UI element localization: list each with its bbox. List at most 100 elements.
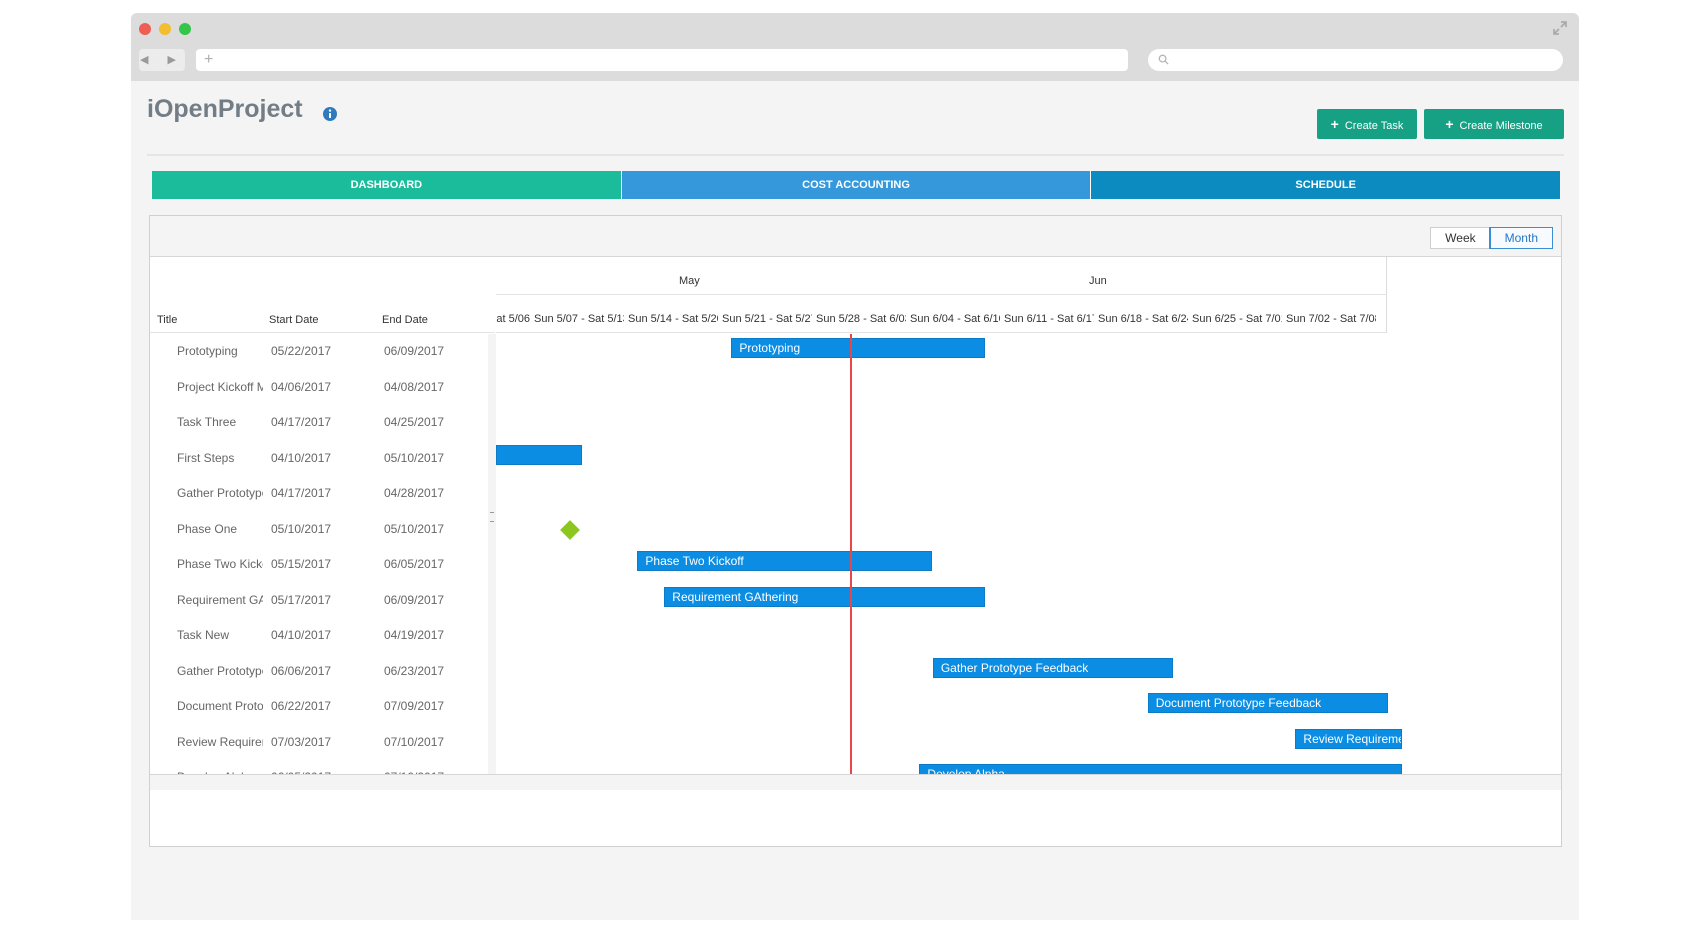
task-bar[interactable]: Requirement GAthering bbox=[664, 586, 986, 607]
task-bar[interactable]: Prototyping bbox=[731, 338, 986, 358]
task-title-cell: Task Three bbox=[177, 415, 237, 429]
header-divider bbox=[147, 154, 1564, 156]
search-icon bbox=[1158, 54, 1169, 65]
table-row[interactable]: Gather Prototype Feedback 06/06/2017 06/23… bbox=[150, 654, 495, 689]
start-date-cell: 05/10/2017 bbox=[271, 521, 332, 536]
end-date-cell: 06/09/2017 bbox=[384, 344, 445, 358]
today-marker bbox=[850, 334, 852, 774]
table-row[interactable]: Gather Prototype Requirements 04/17/2017 0… bbox=[150, 476, 495, 511]
table-row[interactable]: Document Prototype Feedback 06/22/2017 07/… bbox=[150, 689, 495, 724]
gantt-toolbar: Week Month bbox=[150, 216, 1561, 257]
task-title-cell: Gather Prototype Requirements bbox=[177, 486, 263, 500]
column-header-start-date[interactable]: Start Date bbox=[269, 314, 319, 326]
start-date-cell: 04/17/2017 bbox=[271, 415, 332, 429]
header-scroll-gutter bbox=[1386, 257, 1444, 333]
task-title-cell: Requirement GAthering bbox=[177, 592, 263, 607]
table-row[interactable]: Prototyping 05/22/2017 06/09/2017 bbox=[150, 334, 495, 369]
create-milestone-button[interactable]: + Create Milestone bbox=[1424, 109, 1564, 139]
end-date-cell: 07/10/2017 bbox=[384, 734, 445, 749]
table-row[interactable]: Review Requirements 07/03/2017 07/10/2017 bbox=[150, 725, 495, 760]
browser-titlebar: ◀ ▶ + bbox=[131, 13, 1579, 81]
start-date-cell: 04/06/2017 bbox=[271, 379, 332, 394]
browser-search-bar[interactable] bbox=[1148, 49, 1563, 71]
week-label: Sun 6/04 - Sat 6/10 bbox=[910, 313, 1000, 325]
start-date-cell: 04/10/2017 bbox=[271, 450, 332, 465]
zoom-week-button[interactable]: Week bbox=[1445, 231, 1476, 245]
week-label: Sun 6/11 - Sat 6/17 bbox=[1004, 313, 1094, 325]
new-tab-icon[interactable]: + bbox=[204, 51, 214, 68]
task-bar[interactable] bbox=[496, 444, 583, 465]
start-date-cell: 06/22/2017 bbox=[271, 699, 332, 713]
task-title-cell: Phase Two Kickoff bbox=[177, 557, 263, 571]
app-container: iOpenProject + Create Task + Create Milest… bbox=[131, 81, 1579, 920]
grid-header: Title Start Date End Date bbox=[150, 257, 495, 333]
table-row[interactable]: Requirement GAthering 05/17/2017 06/09/201… bbox=[150, 583, 495, 618]
table-row[interactable]: Task New 04/10/2017 04/19/2017 bbox=[150, 618, 495, 653]
horizontal-scrollbar[interactable] bbox=[150, 774, 1561, 790]
address-bar[interactable]: + bbox=[196, 49, 1128, 71]
create-task-label: Create Task bbox=[1344, 120, 1404, 132]
column-header-end-date[interactable]: End Date bbox=[382, 314, 428, 326]
month-scale: May Jun bbox=[496, 257, 1386, 295]
task-title-cell: Prototyping bbox=[177, 344, 238, 358]
start-date-cell: 05/22/2017 bbox=[271, 344, 332, 358]
task-bars: Prototyping Phase Two Kickoff Requirement … bbox=[496, 334, 1402, 774]
start-date-cell: 04/17/2017 bbox=[271, 486, 332, 500]
table-row[interactable]: First Steps 04/10/2017 05/10/2017 bbox=[150, 441, 495, 476]
end-date-cell: 07/09/2017 bbox=[384, 699, 445, 713]
start-date-cell: 07/03/2017 bbox=[271, 734, 332, 749]
grid-resizer[interactable] bbox=[488, 334, 496, 774]
table-row[interactable]: Develop Alpha 06/05/2017 07/10/2017 bbox=[150, 760, 495, 774]
back-forward-buttons[interactable]: ◀ ▶ bbox=[139, 49, 185, 71]
table-row[interactable]: Phase Two Kickoff 05/15/2017 06/05/2017 bbox=[150, 547, 495, 582]
end-date-cell: 04/19/2017 bbox=[384, 628, 445, 642]
table-row[interactable]: Task Three 04/17/2017 04/25/2017 bbox=[150, 405, 495, 440]
end-date-cell: 04/25/2017 bbox=[384, 415, 445, 429]
end-date-cell: 04/08/2017 bbox=[384, 379, 445, 394]
zoom-month-button[interactable]: Month bbox=[1488, 227, 1554, 249]
end-date-cell: 04/28/2017 bbox=[384, 486, 445, 500]
zoom-window-button[interactable] bbox=[179, 23, 191, 35]
week-label: Sun 4/30 - Sat 5/06 bbox=[496, 313, 530, 325]
create-task-button[interactable]: + Create Task bbox=[1317, 109, 1417, 139]
start-date-cell: 06/05/2017 bbox=[271, 770, 331, 774]
task-bar[interactable]: Review Requirements bbox=[1295, 728, 1402, 749]
grid-rows: Prototyping 05/22/2017 06/09/2017 Project K… bbox=[150, 334, 495, 774]
task-title-cell: Develop Alpha bbox=[177, 770, 263, 774]
minimize-window-button[interactable] bbox=[159, 23, 171, 35]
gantt-chart: Week Month Title Start Date End Date Pro… bbox=[149, 215, 1562, 847]
close-window-button[interactable] bbox=[139, 23, 151, 35]
month-label: May bbox=[679, 275, 700, 287]
end-date-cell: 06/23/2017 bbox=[384, 663, 445, 678]
task-title-cell: Phase One bbox=[177, 521, 238, 536]
week-label: Sun 5/07 - Sat 5/13 bbox=[534, 313, 624, 325]
start-date-cell: 05/15/2017 bbox=[271, 557, 332, 571]
info-icon[interactable] bbox=[322, 106, 338, 122]
week-label: Sun 5/28 - Sat 6/03 bbox=[816, 313, 906, 325]
week-label: Sun 5/21 - Sat 5/27 bbox=[722, 313, 812, 325]
start-date-cell: 05/17/2017 bbox=[271, 592, 332, 607]
start-date-cell: 04/10/2017 bbox=[271, 628, 332, 642]
week-scale: Sun 4/30 - Sat 5/06 Sun 5/07 - Sat 5/13 Su… bbox=[496, 295, 1402, 333]
fullscreen-icon[interactable] bbox=[1553, 21, 1567, 35]
column-header-title[interactable]: Title bbox=[157, 314, 178, 326]
task-bar[interactable]: Gather Prototype Feedback bbox=[932, 657, 1174, 678]
tab-dashboard[interactable]: DASHBOARD bbox=[152, 171, 621, 199]
tab-cost-accounting[interactable]: COST ACCOUNTING bbox=[620, 171, 1091, 199]
create-milestone-label: Create Milestone bbox=[1459, 120, 1543, 132]
tab-schedule[interactable]: SCHEDULE bbox=[1090, 171, 1561, 199]
week-label: Sun 5/14 - Sat 5/20 bbox=[628, 313, 718, 325]
task-title-cell: Document Prototype Feedback bbox=[177, 699, 263, 713]
table-row[interactable]: Phase One 05/10/2017 05/10/2017 bbox=[150, 512, 495, 547]
app-title: iOpenProject bbox=[147, 95, 303, 123]
task-bar[interactable]: Phase Two Kickoff bbox=[637, 551, 932, 571]
end-date-cell: 05/10/2017 bbox=[384, 521, 445, 536]
milestone-diamond[interactable] bbox=[560, 519, 581, 540]
task-bar[interactable]: Document Prototype Feedback bbox=[1147, 693, 1389, 713]
week-label: Sun 6/25 - Sat 7/01 bbox=[1192, 313, 1282, 325]
start-date-cell: 06/06/2017 bbox=[271, 663, 332, 678]
task-bar[interactable]: Develop Alpha bbox=[919, 764, 1402, 774]
end-date-cell: 06/05/2017 bbox=[384, 557, 445, 571]
task-title-cell: Gather Prototype Feedback bbox=[177, 663, 263, 678]
table-row[interactable]: Project Kickoff Meeting 04/06/2017 04/08/2… bbox=[150, 370, 495, 405]
